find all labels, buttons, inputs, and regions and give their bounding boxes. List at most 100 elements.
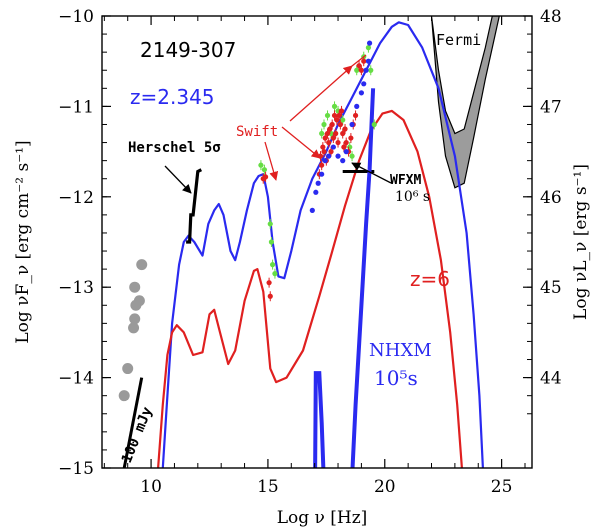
- swift-arrows: [264, 54, 367, 181]
- swift-point-blue: [326, 153, 332, 159]
- swift-point-blue: [358, 90, 365, 96]
- flux-limit-line: [122, 377, 144, 468]
- swift-label: Swift: [236, 124, 278, 140]
- right-y-tick-label: 45: [540, 278, 562, 298]
- right-y-tick-label: 47: [540, 97, 562, 117]
- swift-point-green: [268, 239, 275, 245]
- swift-point-red: [267, 293, 273, 299]
- swift-point-red: [361, 58, 367, 64]
- swift-point-red: [333, 130, 339, 137]
- swift-point-blue: [366, 40, 373, 46]
- herschel-limit-line: [186, 168, 203, 244]
- x-tick-label: 15: [257, 477, 279, 497]
- swift-point-red: [336, 112, 342, 119]
- radio-data-point: [136, 259, 148, 271]
- swift-arrow-optical: [264, 141, 279, 181]
- swift-point-red: [330, 135, 336, 141]
- right-y-tick-label: 48: [540, 7, 562, 27]
- swift-point-red: [337, 121, 343, 128]
- fermi-sensitivity-band: [430, 16, 500, 189]
- swift-point-red: [334, 117, 340, 123]
- swift-point-blue: [319, 171, 325, 177]
- swift-point-red: [324, 130, 331, 137]
- swift-point-red: [328, 149, 334, 155]
- swift-point-blue: [313, 189, 319, 195]
- swift-point-red: [326, 139, 332, 146]
- right-y-tick-label: 46: [540, 188, 562, 208]
- wfxm-arrow: [351, 162, 392, 184]
- swift-point-red: [352, 112, 359, 119]
- swift-point-red: [342, 126, 348, 132]
- x-tick-label: 25: [491, 477, 513, 497]
- swift-point-red: [335, 139, 341, 146]
- radio-data-point: [118, 390, 130, 402]
- swift-point-red: [356, 63, 362, 69]
- swift-point-green: [319, 130, 325, 137]
- x-axis-label: Log ν [Hz]: [277, 508, 368, 528]
- swift-point-red: [331, 112, 338, 119]
- swift-point-red: [266, 280, 272, 286]
- swift-point-red: [341, 144, 347, 150]
- y-axis-label-left: Log νF_ν [erg cm⁻² s⁻¹]: [13, 140, 33, 343]
- x-tick-label: 10: [140, 477, 162, 497]
- swift-point-red: [343, 139, 349, 146]
- swift-point-blue: [365, 58, 372, 64]
- swift-point-green: [261, 167, 268, 173]
- swift-point-red: [340, 130, 346, 137]
- source-name: 2149-307: [140, 38, 236, 62]
- swift-point-red: [338, 108, 345, 114]
- swift-point-green: [354, 67, 360, 73]
- flux-limit-label: 100 mJy: [119, 404, 156, 465]
- swift-point-blue: [340, 158, 346, 164]
- swift-point-blue: [343, 149, 349, 155]
- y-axis-label-right: Log νL_ν [erg s⁻¹]: [571, 164, 591, 320]
- swift-point-blue: [363, 67, 369, 73]
- radio-data-point: [130, 299, 142, 311]
- swift-point-green: [349, 153, 355, 159]
- swift-point-blue: [315, 180, 321, 186]
- swift-point-green: [258, 162, 264, 168]
- swift-point-green: [365, 45, 372, 51]
- y-tick-label: −13: [58, 278, 94, 298]
- y-tick-label: −10: [58, 7, 94, 27]
- plot-frame: [101, 15, 533, 469]
- herschel-label: Herschel 5σ: [128, 140, 221, 156]
- nhxm-sensitivity-left: [313, 371, 326, 468]
- wfxm-exposure-label: 10⁶ s: [395, 189, 430, 205]
- swift-arrow-bat-2: [351, 54, 367, 67]
- swift-point-green: [272, 271, 278, 277]
- swift-point-blue: [335, 153, 341, 159]
- axis-ticks: 10 15 20 25 −15 −14 −13 −12 −11 −10 44 45 46 47 48: [58, 7, 562, 497]
- swift-point-green: [340, 117, 346, 123]
- plot-data-layer: [118, 16, 500, 468]
- y-tick-label: −11: [58, 97, 94, 117]
- wfxm-label: WFXM: [390, 173, 421, 188]
- swift-point-blue: [349, 121, 355, 128]
- radio-data-point: [122, 363, 134, 375]
- y-tick-label: −12: [58, 188, 94, 208]
- nhxm-exposure-label: 10⁵s: [374, 366, 418, 390]
- swift-point-blue: [309, 207, 315, 213]
- swift-point-blue: [322, 158, 328, 164]
- swift-point-red: [348, 135, 354, 141]
- swift-point-green: [347, 144, 353, 150]
- swift-point-red: [319, 162, 325, 168]
- series-line-z6: [157, 109, 463, 468]
- x-tick-label: 20: [374, 477, 396, 497]
- swift-arrow-xray: [281, 126, 321, 159]
- swift-point-red: [329, 121, 335, 128]
- swift-point-green: [269, 262, 276, 268]
- swift-point-red: [322, 135, 328, 141]
- y-tick-label: −15: [58, 459, 94, 479]
- radio-data-point: [129, 313, 141, 325]
- swift-point-green: [368, 67, 374, 73]
- redshift-red-label: z=6: [410, 267, 450, 291]
- swift-point-red: [327, 126, 333, 132]
- swift-point-green: [331, 103, 338, 109]
- swift-point-green: [371, 121, 377, 128]
- right-y-tick-label: 44: [540, 369, 562, 389]
- swift-point-blue: [354, 103, 360, 109]
- swift-point-red: [262, 174, 269, 180]
- y-tick-label: −14: [58, 369, 94, 389]
- swift-point-green: [267, 221, 273, 227]
